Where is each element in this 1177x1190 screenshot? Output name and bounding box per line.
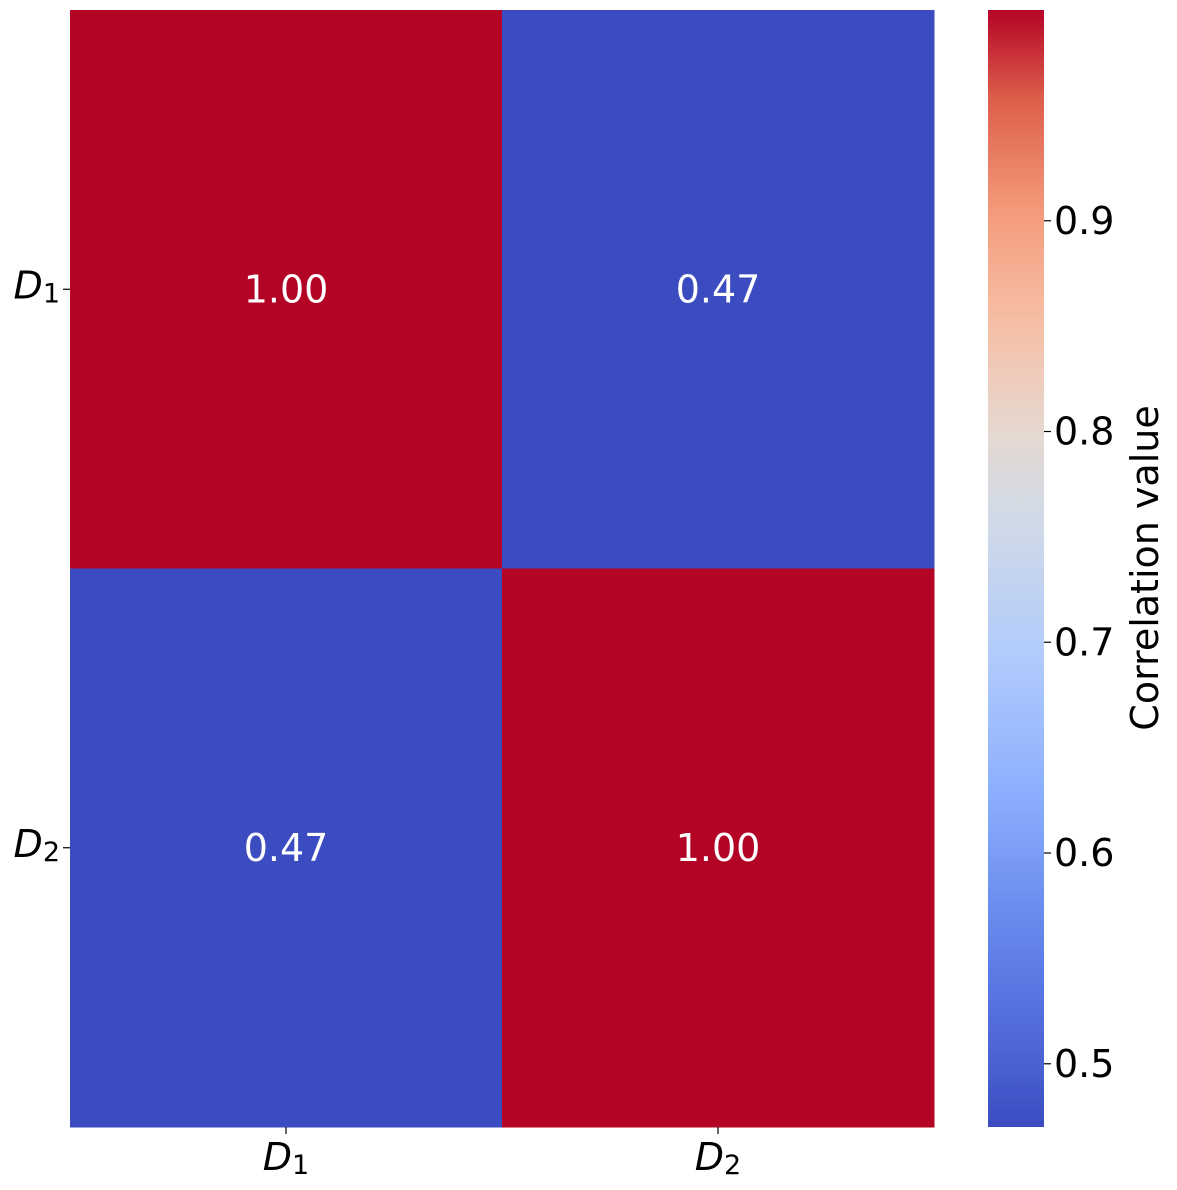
cell-value-label-r1-c1: 1.00 <box>244 267 329 311</box>
colorbar-tick-label-3: 0.7 <box>1054 620 1114 664</box>
colorbar: 0.5 0.6 0.7 0.8 0.9 Correlation value <box>988 10 1167 1127</box>
heatmap-cells <box>70 10 935 1128</box>
cell-value-label-r1-c2: 0.47 <box>676 267 761 311</box>
y-tick-label-1: D1 <box>14 263 60 309</box>
colorbar-tick-label-1: 0.5 <box>1054 1042 1114 1086</box>
heatmap-cell-r2-c2 <box>502 568 935 1128</box>
heatmap-cell-r2-c1 <box>70 568 503 1128</box>
heatmap-cell-r1-c2 <box>502 10 935 569</box>
colorbar-label: Correlation value <box>1123 405 1167 730</box>
colorbar-tick-label-5: 0.9 <box>1054 199 1114 243</box>
colorbar-tick-label-4: 0.8 <box>1054 410 1114 454</box>
x-tick-label-1: D1 <box>263 1135 309 1181</box>
heatmap-cell-r1-c1 <box>70 10 503 569</box>
colorbar-tick-label-2: 0.6 <box>1054 831 1114 875</box>
heatmap-cell-labels: 1.00 0.47 0.47 1.00 <box>244 267 761 870</box>
x-tick-label-2: D2 <box>695 1135 741 1181</box>
colorbar-ticks: 0.5 0.6 0.7 0.8 0.9 <box>1044 199 1114 1086</box>
cell-value-label-r2-c1: 0.47 <box>244 826 329 870</box>
y-tick-label-2: D2 <box>14 822 60 868</box>
colorbar-gradient <box>988 10 1044 1127</box>
cell-value-label-r2-c2: 1.00 <box>676 826 761 870</box>
y-axis-ticks: D1 D2 <box>14 263 70 867</box>
x-axis-ticks: D1 D2 <box>263 1127 741 1181</box>
